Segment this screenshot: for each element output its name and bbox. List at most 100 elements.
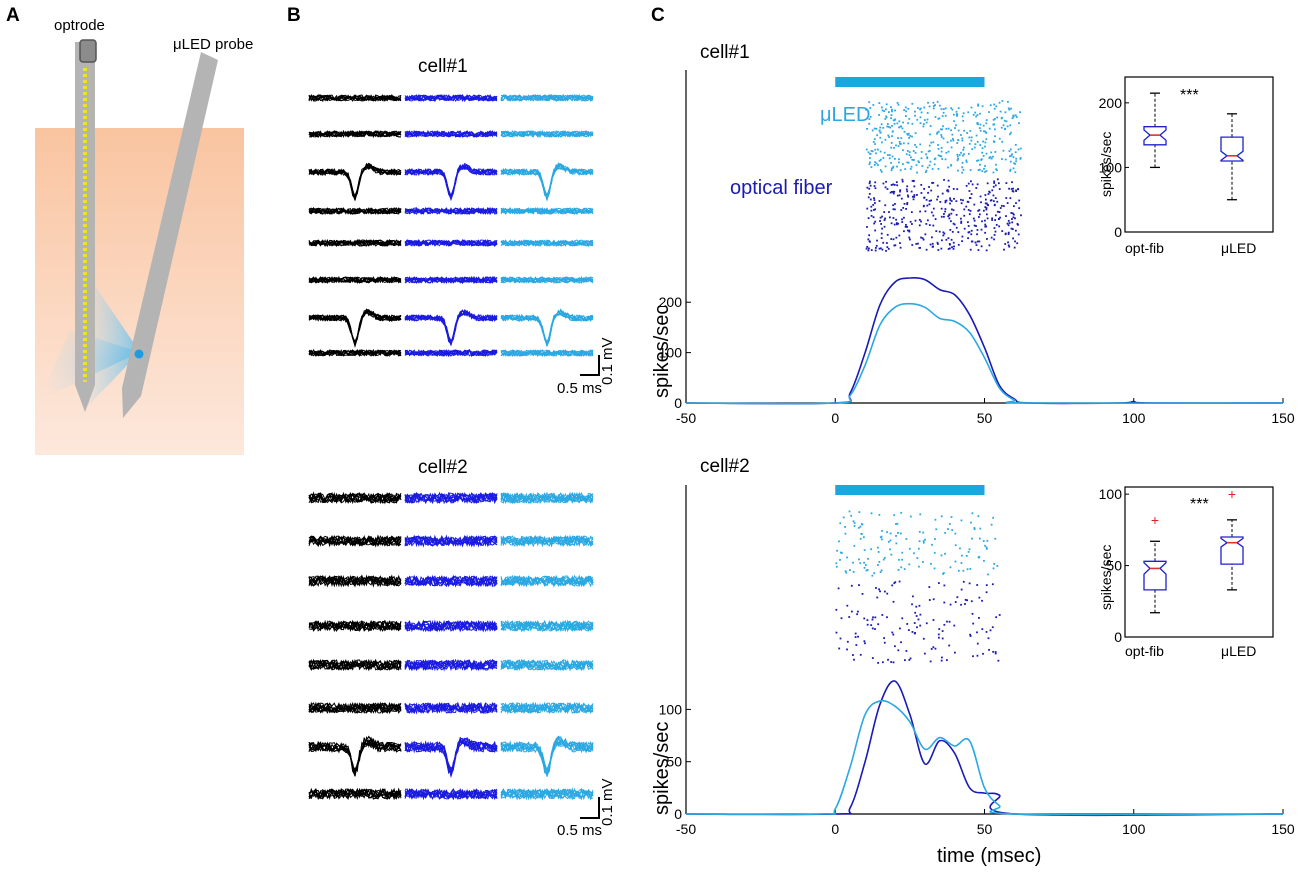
raster-spike — [1014, 143, 1017, 146]
raster-spike — [960, 151, 962, 154]
raster-spike — [989, 629, 992, 632]
raster-spike — [976, 229, 979, 231]
raster-spike — [953, 197, 955, 200]
raster-spike — [993, 234, 996, 236]
raster-spike — [886, 154, 889, 156]
raster-spike — [914, 143, 916, 146]
raster-spike — [906, 161, 909, 164]
raster-spike — [892, 166, 894, 169]
uled-probe-shaft — [122, 52, 218, 418]
raster-spike — [1014, 229, 1017, 232]
waveform-trace — [404, 702, 498, 714]
raster-spike — [985, 208, 988, 211]
raster-spike — [970, 136, 973, 139]
raster-spike — [880, 170, 883, 173]
raster-spike — [1014, 114, 1017, 117]
raster-spike — [936, 198, 938, 201]
raster-spike — [965, 554, 968, 557]
raster-spike — [905, 224, 907, 226]
raster-spike — [866, 186, 869, 189]
raster-spike — [1005, 215, 1007, 217]
waveform-trace — [500, 736, 594, 771]
raster-spike — [918, 218, 921, 221]
raster-spike — [930, 189, 933, 192]
raster-spike — [994, 230, 997, 233]
raster-spike — [971, 537, 973, 540]
waveform-trace — [308, 162, 402, 197]
raster-spike — [983, 559, 985, 562]
raster-spike — [848, 510, 851, 513]
raster-spike — [981, 151, 984, 154]
raster-spike — [963, 129, 965, 132]
raster-spike — [998, 211, 1001, 213]
raster-spike — [1002, 149, 1005, 152]
raster-spike — [869, 240, 871, 243]
raster-spike — [976, 631, 978, 634]
raster-spike — [957, 243, 960, 246]
raster-spike — [948, 523, 951, 525]
raster-spike — [1016, 242, 1019, 245]
raster-spike — [942, 234, 945, 237]
raster-spike — [988, 244, 991, 247]
raster-spike — [930, 199, 933, 202]
raster-spike — [891, 584, 894, 587]
raster-spike — [967, 209, 970, 211]
raster-spike — [977, 209, 980, 212]
raster-spike — [907, 195, 910, 198]
raster-spike — [928, 164, 931, 167]
raster-spike — [890, 167, 893, 170]
raster-spike — [1010, 212, 1013, 214]
raster-spike — [885, 115, 888, 118]
raster-spike — [879, 131, 882, 134]
raster-spike — [944, 208, 947, 210]
waveform-trace — [308, 620, 402, 633]
raster-spike — [984, 170, 986, 173]
waveform-trace — [308, 130, 401, 138]
raster-spike — [995, 223, 998, 226]
raster-spike — [978, 127, 981, 129]
raster-spike — [878, 247, 881, 250]
raster-spike — [887, 125, 890, 128]
raster-spike — [922, 541, 925, 544]
raster-spike — [1004, 158, 1007, 161]
raster-spike — [891, 124, 893, 127]
raster-spike — [922, 561, 924, 563]
raster-spike — [876, 564, 879, 566]
raster-spike — [925, 153, 927, 156]
raster-spike — [940, 554, 943, 557]
raster-spike — [901, 221, 904, 223]
raster-spike — [976, 122, 979, 124]
raster-spike — [906, 203, 909, 206]
waveform-trace — [404, 737, 498, 772]
raster-spike — [950, 516, 953, 518]
raster-spike — [973, 146, 976, 149]
raster-spike — [835, 562, 838, 565]
raster-spike — [853, 544, 856, 547]
raster-spike — [925, 169, 928, 172]
raster-spike — [901, 551, 904, 554]
raster-spike — [857, 635, 859, 638]
raster-spike — [889, 191, 892, 194]
box-plot-μLED — [1220, 113, 1244, 201]
raster-spike — [838, 540, 840, 543]
raster-spike — [921, 237, 924, 240]
raster-spike — [999, 207, 1002, 209]
raster-spike — [914, 151, 917, 154]
raster-spike — [948, 247, 951, 250]
raster-spike — [961, 139, 964, 142]
raster-spike — [1004, 233, 1007, 236]
box-plot-μLED: + — [1220, 486, 1244, 591]
raster-spike — [898, 140, 901, 143]
waveform-trace — [308, 308, 402, 345]
raster-spike — [898, 120, 901, 123]
raster-spike — [933, 163, 936, 166]
raster-spike — [873, 163, 876, 166]
raster-spike — [1010, 107, 1012, 110]
raster-spike — [899, 190, 901, 193]
raster-spike — [985, 249, 988, 252]
x-tick-label: 50 — [977, 410, 993, 426]
raster-spike — [969, 633, 972, 636]
raster-spike — [986, 182, 989, 185]
raster-spike — [890, 114, 893, 116]
raster-spike — [927, 150, 930, 153]
